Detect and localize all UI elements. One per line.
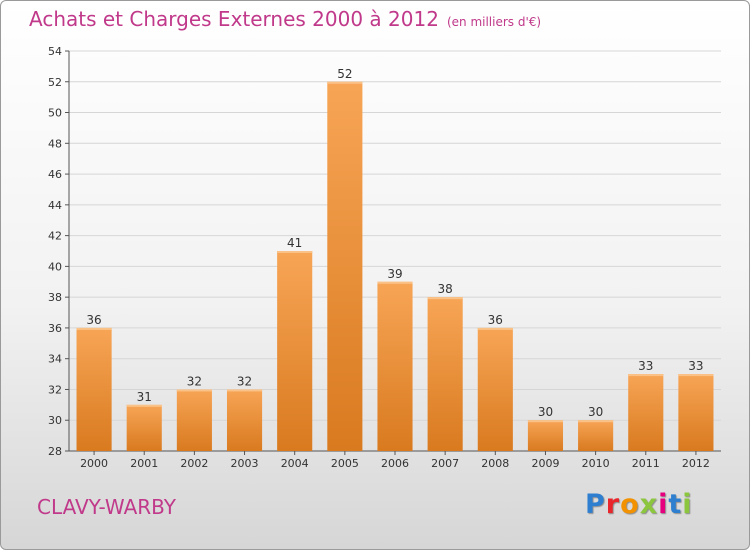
bar-2000 [76, 327, 112, 451]
bar-2012 [678, 374, 714, 451]
x-tick-label: 2004 [281, 457, 309, 470]
x-tick-label: 2002 [180, 457, 208, 470]
y-tick-label: 48 [48, 137, 62, 150]
logo-letter: i [658, 489, 669, 520]
proxiti-logo[interactable]: Proxiti [585, 489, 693, 520]
y-tick-label: 44 [48, 199, 62, 212]
x-tick-label: 2008 [481, 457, 509, 470]
y-tick-label: 46 [48, 168, 62, 181]
bar-value-label: 33 [638, 359, 653, 373]
bar-top-edge [578, 420, 614, 423]
y-tick-label: 42 [48, 230, 62, 243]
bar-top-edge [126, 404, 162, 407]
bar-top-edge [427, 297, 463, 300]
x-tick-label: 2006 [381, 457, 409, 470]
bar-value-label: 33 [688, 359, 703, 373]
x-tick-label: 2010 [582, 457, 610, 470]
bar-2004 [277, 251, 313, 451]
y-tick-label: 52 [48, 76, 62, 89]
x-tick-label: 2001 [130, 457, 158, 470]
chart-title-text: Achats et Charges Externes 2000 à 2012 [29, 7, 439, 31]
bar-2005 [327, 81, 363, 452]
commune-name: CLAVY-WARBY [37, 495, 177, 519]
x-tick-label: 2011 [632, 457, 660, 470]
bar-2009 [527, 420, 564, 451]
x-tick-label: 2009 [531, 457, 559, 470]
bar-value-label: 30 [588, 405, 603, 419]
bar-value-label: 41 [287, 236, 302, 250]
bar-2008 [477, 327, 513, 451]
bar-top-edge [76, 327, 112, 330]
bar-value-label: 36 [488, 313, 503, 327]
bar-2001 [126, 404, 162, 451]
bar-2006 [377, 281, 413, 451]
y-tick-label: 54 [48, 45, 62, 58]
bar-value-label: 36 [86, 313, 101, 327]
y-tick-label: 36 [48, 322, 62, 335]
bar-value-label: 38 [438, 282, 453, 296]
bar-2003 [226, 389, 263, 451]
logo-letter: r [605, 489, 621, 520]
bar-top-edge [277, 251, 313, 253]
y-tick-label: 40 [48, 260, 62, 273]
y-tick-label: 38 [48, 291, 62, 304]
logo-letter: o [620, 489, 640, 520]
logo-letter: t [668, 489, 683, 520]
y-tick-label: 50 [48, 107, 62, 120]
bar-2010 [578, 420, 614, 451]
x-tick-label: 2007 [431, 457, 459, 470]
bar-2007 [427, 297, 463, 451]
bar-value-label: 32 [187, 374, 202, 388]
chart-unit: (en milliers d'€) [446, 15, 542, 29]
logo-letter: P [585, 489, 606, 520]
bar-top-edge [628, 374, 664, 377]
bar-top-edge [527, 420, 564, 423]
bar-value-label: 32 [237, 374, 252, 388]
bar-top-edge [477, 327, 513, 330]
bar-top-edge [377, 281, 413, 284]
bar-2002 [176, 389, 212, 451]
x-tick-label: 2005 [331, 457, 359, 470]
logo-letter: x [639, 489, 659, 520]
labels: 28 30 32 34 36 38 40 42 44 46 48 50 52 54 36 2000 31 2001… [48, 45, 710, 470]
bar-top-edge [176, 389, 212, 392]
bars [76, 81, 714, 452]
bar-top-edge [226, 389, 263, 392]
x-tick-label: 2012 [682, 457, 710, 470]
x-tick-label: 2003 [231, 457, 259, 470]
y-tick-label: 32 [48, 383, 62, 396]
chart-title: Achats et Charges Externes 2000 à 2012 (e… [29, 7, 541, 31]
bar-value-label: 39 [387, 267, 402, 281]
bar-2011 [628, 374, 664, 451]
bar-value-label: 30 [538, 405, 553, 419]
logo-letter: i [682, 489, 693, 520]
bar-value-label: 52 [337, 67, 352, 81]
x-tick-label: 2000 [80, 457, 108, 470]
bar-value-label: 31 [137, 390, 152, 404]
bar-top-edge [678, 374, 714, 377]
y-tick-label: 30 [48, 414, 62, 427]
y-tick-label: 28 [48, 445, 62, 458]
y-tick-label: 34 [48, 353, 62, 366]
bar-top-edge [327, 81, 363, 84]
